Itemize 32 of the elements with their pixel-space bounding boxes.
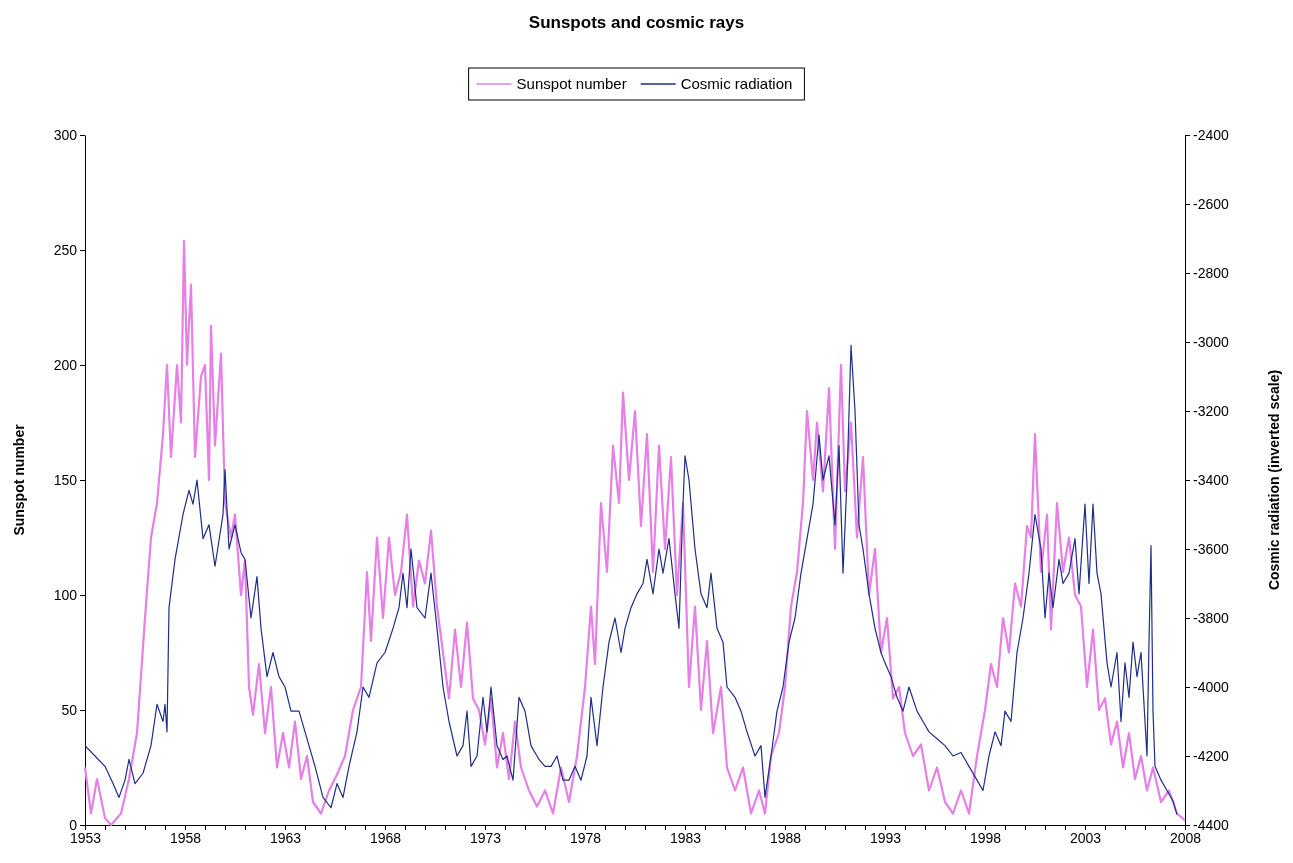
legend-label: Sunspot number — [516, 75, 627, 92]
x-tick-label: 1963 — [269, 829, 302, 846]
line-series — [84, 344, 1178, 816]
y2-tick-label: -3400 — [1193, 471, 1230, 488]
legend-label: Cosmic radiation — [680, 75, 793, 92]
y-tick-label: 150 — [53, 471, 78, 488]
y2-axis-title: Cosmic radiation (inverted scale) — [1266, 369, 1282, 591]
y2-tick-label: -3000 — [1193, 333, 1230, 350]
y-axis-title: Sunspot number — [11, 423, 27, 536]
y2-tick-label: -4000 — [1193, 678, 1230, 695]
x-tick-label: 1978 — [569, 829, 602, 846]
y2-tick-label: -4200 — [1193, 747, 1230, 764]
y-tick-label: 100 — [53, 586, 78, 603]
x-tick-label: 1993 — [869, 829, 902, 846]
x-tick-label: 1968 — [369, 829, 402, 846]
y-tick-label: 250 — [53, 241, 78, 258]
chart-title: Sunspots and cosmic rays — [528, 13, 745, 32]
y2-tick-label: -3600 — [1193, 540, 1230, 557]
y2-tick-label: -2400 — [1193, 126, 1230, 143]
y2-tick-label: -2800 — [1193, 264, 1230, 281]
x-tick-label: 1983 — [669, 829, 702, 846]
y-tick-label: 300 — [53, 126, 78, 143]
x-tick-label: 2003 — [1069, 829, 1102, 846]
x-tick-label: 1998 — [969, 829, 1002, 846]
y-tick-label: 200 — [53, 356, 78, 373]
y-tick-label: 50 — [61, 701, 78, 718]
x-tick-label: 1973 — [469, 829, 502, 846]
y2-tick-label: -3800 — [1193, 609, 1230, 626]
y2-tick-label: -3200 — [1193, 402, 1230, 419]
y2-tick-label: -2600 — [1193, 195, 1230, 212]
x-tick-label: 1958 — [169, 829, 202, 846]
x-tick-label: 1988 — [769, 829, 802, 846]
